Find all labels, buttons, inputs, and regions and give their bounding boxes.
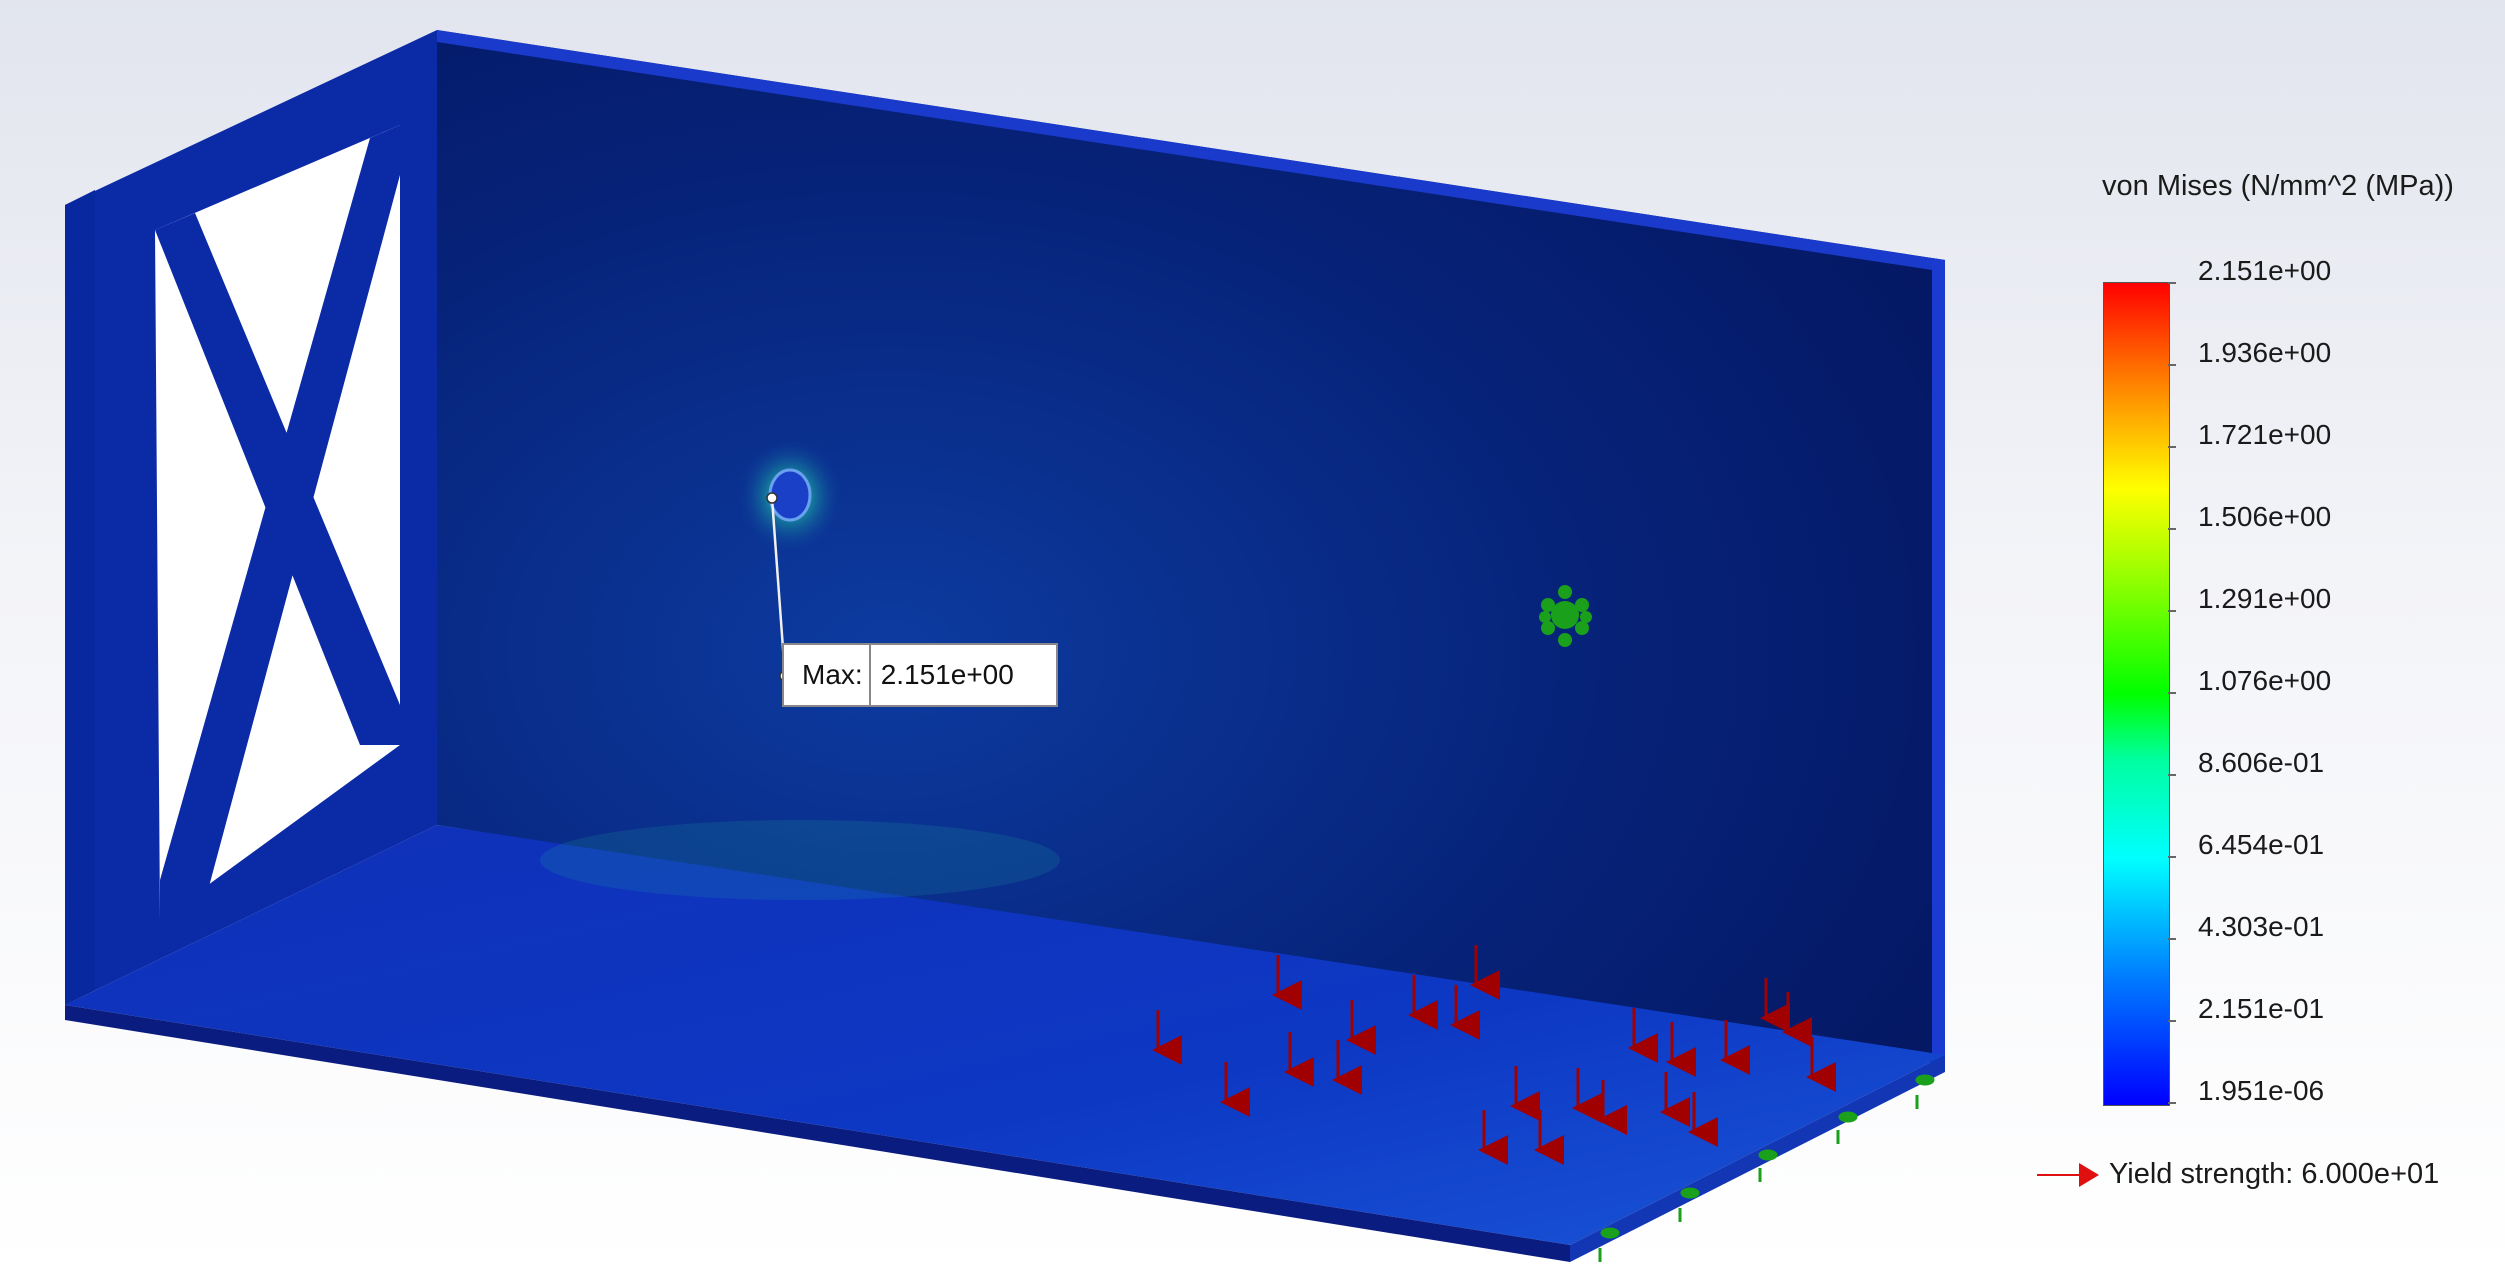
legend-tick [2168, 610, 2176, 612]
legend-tick [2168, 528, 2176, 530]
floor-front-edge [65, 1005, 1570, 1262]
floor-plate [65, 825, 1945, 1245]
force-load-arrows[interactable] [1152, 945, 1836, 1165]
legend-value: 1.506e+00 [2198, 501, 2332, 532]
back-wall-top-edge [437, 30, 1945, 272]
legend-tick [2168, 856, 2176, 858]
legend-tick [2168, 446, 2176, 448]
yield-strength-label: Yield strength: 6.000e+01 [2109, 1158, 2440, 1190]
x-brace-b [160, 125, 400, 920]
legend-value: 8.606e-01 [2198, 747, 2325, 778]
legend-value: 1.936e+00 [2198, 337, 2332, 368]
stress-glow-floor-edge [540, 820, 1060, 900]
fixture-marker [1758, 1149, 1778, 1182]
legend-value: 4.303e-01 [2198, 911, 2325, 942]
legend-title: von Mises (N/mm^2 (MPa)) [2102, 170, 2454, 202]
legend-tick [2168, 938, 2176, 940]
fixture-marker [1598, 1227, 1620, 1262]
legend-tick [2168, 774, 2176, 776]
legend-value: 6.454e-01 [2198, 829, 2325, 860]
legend-tick [2168, 282, 2176, 284]
legend-value: 1.291e+00 [2198, 583, 2332, 614]
max-value: 2.151e+00 [880, 659, 1014, 690]
yield-strength-indicator: Yield strength: 6.000e+01 [2037, 1158, 2439, 1191]
back-wall [437, 30, 1945, 1065]
fixture-marker [1678, 1187, 1700, 1222]
legend-value: 1.721e+00 [2198, 419, 2332, 450]
floor-side-edge [1570, 1055, 1945, 1262]
fixture-icon[interactable] [1539, 585, 1592, 647]
legend-value: 2.151e-01 [2198, 993, 2325, 1024]
edge-fixtures[interactable] [1598, 1074, 1935, 1262]
legend-tick [2168, 692, 2176, 694]
back-wall-right-edge [1932, 258, 1945, 1065]
max-label: Max: [784, 645, 871, 705]
legend-tick [2168, 1020, 2176, 1022]
side-frame-front-face [65, 190, 95, 1005]
legend-tick [2168, 364, 2176, 366]
legend-tick [2168, 1102, 2176, 1104]
legend-value: 1.951e-06 [2198, 1075, 2325, 1106]
legend-value: 2.151e+00 [2198, 255, 2332, 286]
legend-value: 1.076e+00 [2198, 665, 2332, 696]
stress-colorbar [2103, 282, 2170, 1106]
max-stress-annotation[interactable]: Max: 2.151e+00 [782, 643, 1058, 707]
yield-arrow-icon [2037, 1162, 2099, 1187]
fixture-marker [1836, 1111, 1858, 1144]
fixture-marker [1915, 1074, 1935, 1109]
